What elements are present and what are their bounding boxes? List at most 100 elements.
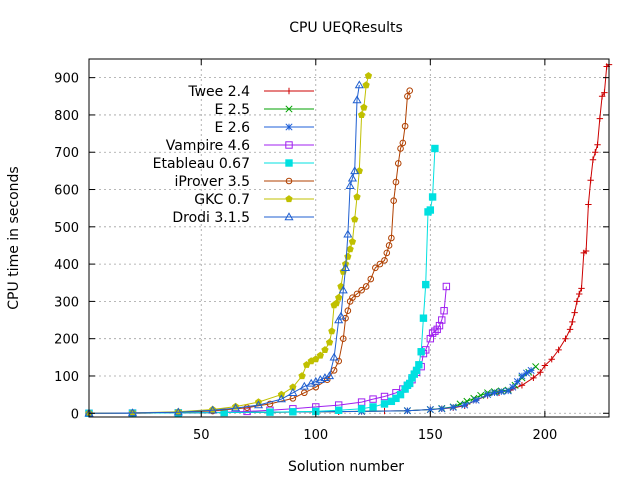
data-point	[392, 178, 400, 186]
data-point	[335, 293, 343, 301]
data-point	[342, 314, 349, 322]
data-point	[369, 403, 377, 411]
data-point	[401, 122, 409, 130]
data-point	[360, 103, 368, 111]
data-point	[276, 394, 286, 403]
data-point	[518, 372, 526, 380]
data-point	[435, 321, 444, 330]
data-point	[321, 346, 329, 353]
x-tick-label: 150	[418, 428, 443, 443]
data-point	[346, 245, 354, 253]
data-point	[513, 378, 521, 386]
data-point	[415, 361, 423, 369]
data-point	[344, 252, 352, 260]
data-point	[347, 173, 358, 182]
legend-label: Etableau 0.67	[153, 156, 250, 172]
legend-label: Vampire 4.6	[166, 138, 250, 154]
series-2	[85, 366, 535, 417]
data-point	[566, 326, 574, 333]
data-point	[573, 298, 581, 305]
grid	[89, 59, 609, 417]
data-point	[548, 355, 555, 363]
y-tick-label: 800	[54, 109, 79, 124]
plot-frame	[88, 58, 610, 418]
data-point	[352, 95, 362, 104]
data-point	[328, 327, 336, 335]
data-point	[428, 329, 437, 337]
legend-entry: Drodi 3.1.5	[172, 210, 314, 226]
data-point	[601, 89, 608, 96]
series-line	[88, 85, 360, 414]
data-point	[589, 156, 597, 163]
data-point	[243, 404, 251, 411]
data-point	[298, 372, 306, 380]
y-tick-label: 300	[54, 295, 79, 310]
data-point	[385, 242, 393, 249]
data-point	[208, 405, 218, 414]
data-point	[392, 394, 400, 403]
legend-entry: Vampire 4.6	[166, 138, 314, 154]
data-point	[569, 318, 576, 326]
data-point	[381, 257, 388, 264]
data-point	[403, 407, 411, 415]
data-point	[399, 139, 407, 147]
legend-entry: iProver 3.5	[175, 174, 314, 190]
data-point	[509, 383, 517, 391]
y-axis-label: CPU time in seconds	[6, 166, 22, 309]
data-point	[285, 123, 293, 131]
data-point	[397, 145, 404, 152]
y-tick-label: 100	[54, 370, 79, 385]
y-tick-label: 400	[54, 258, 79, 273]
legend-label: E 2.6	[214, 120, 250, 136]
data-point	[404, 92, 411, 100]
legend: Twee 2.4 E 2.5 E 2.6 Vampire 4.6 Etableau 0.…	[153, 84, 314, 226]
x-tick-label: 200	[532, 428, 557, 443]
series-line	[88, 148, 436, 414]
data-point	[380, 400, 389, 408]
data-point	[334, 406, 343, 414]
data-point	[380, 392, 389, 401]
data-point	[329, 352, 339, 361]
data-point	[422, 280, 430, 289]
data-point	[325, 338, 334, 346]
data-point	[369, 395, 377, 403]
data-point	[576, 290, 583, 298]
data-point	[351, 215, 359, 223]
data-point	[461, 401, 469, 409]
data-point	[285, 141, 293, 149]
x-tick-label: 100	[303, 428, 328, 443]
data-point	[438, 316, 446, 324]
series-5	[85, 87, 414, 417]
data-point	[357, 405, 366, 413]
data-point	[339, 335, 347, 342]
data-point	[585, 201, 592, 208]
data-point	[417, 348, 425, 356]
data-point	[442, 282, 451, 291]
data-point	[324, 371, 335, 380]
data-point	[285, 195, 293, 203]
series-line	[88, 90, 411, 414]
data-point	[426, 206, 435, 214]
data-point	[336, 311, 346, 320]
data-point	[428, 193, 437, 201]
data-point	[419, 314, 428, 322]
data-point	[537, 369, 544, 376]
data-point	[353, 290, 361, 298]
series-line	[88, 75, 369, 414]
data-point	[426, 334, 435, 343]
data-point	[334, 315, 344, 324]
y-tick-label: 500	[54, 221, 79, 236]
data-point	[277, 390, 286, 398]
data-point	[555, 346, 562, 354]
data-point	[362, 283, 370, 290]
data-point	[353, 193, 361, 201]
data-point	[438, 405, 446, 413]
data-point	[127, 408, 138, 417]
series-line	[88, 64, 610, 414]
data-point	[431, 144, 439, 153]
data-point	[350, 166, 360, 175]
data-point	[332, 299, 340, 307]
data-point	[426, 405, 434, 414]
data-point	[335, 357, 342, 365]
